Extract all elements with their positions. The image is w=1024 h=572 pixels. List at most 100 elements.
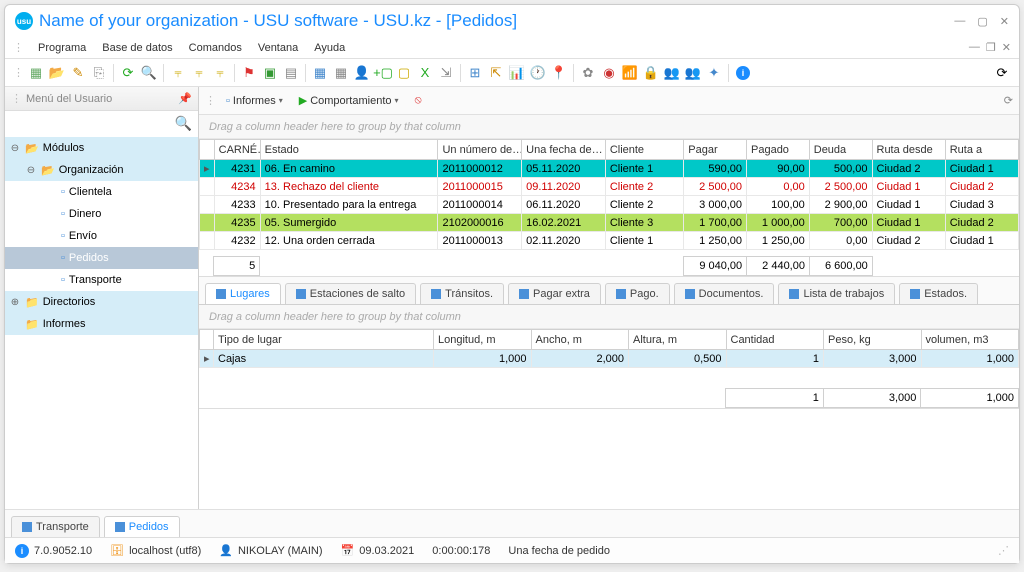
search-icon[interactable]: 🔍 (140, 64, 158, 82)
flag-icon[interactable]: ⚑ (240, 64, 258, 82)
collapse-icon[interactable]: ⟳ (1004, 94, 1013, 107)
collapse-icon[interactable]: ⟳ (993, 64, 1011, 82)
grid-row[interactable]: 423505. Sumergido210200001616.02.2021Cli… (200, 214, 1019, 232)
user-icon: 👤 (219, 544, 233, 557)
grid-icon[interactable]: ▦ (311, 64, 329, 82)
bottom-tab-transporte[interactable]: Transporte (11, 516, 100, 537)
export-icon[interactable]: ⇲ (437, 64, 455, 82)
comportamiento-button[interactable]: ▶Comportamiento▾ (293, 92, 405, 109)
status-host: localhost (utf8) (129, 545, 201, 557)
grid-row[interactable]: 423212. Una orden cerrada201100001302.11… (200, 232, 1019, 250)
wand-icon[interactable]: ✦ (705, 64, 723, 82)
tab-estados[interactable]: Estados. (899, 283, 978, 304)
status-user: NIKOLAY (MAIN) (238, 545, 323, 557)
nav-tree: ⊖📂Módulos ⊖📂Organización ▫Clientela ▫Din… (5, 135, 198, 509)
colors-icon[interactable]: ◉ (600, 64, 618, 82)
grid-row[interactable]: ▸423106. En camino201100001205.11.2020Cl… (200, 160, 1019, 178)
bottom-tab-pedidos[interactable]: Pedidos (104, 516, 180, 537)
gear-icon[interactable]: ✿ (579, 64, 597, 82)
tab-transitos[interactable]: Tránsitos. (420, 283, 504, 304)
status-version: 7.0.9052.10 (34, 545, 92, 557)
menu-comandos[interactable]: Comandos (183, 40, 248, 56)
open-icon[interactable]: 📂 (48, 64, 66, 82)
stop-button[interactable]: ⦸ (409, 92, 428, 109)
menubar: ⋮ Programa Base de datos Comandos Ventan… (5, 37, 1019, 59)
resize-grip-icon[interactable]: ⋰ (998, 544, 1009, 557)
info-icon: i (15, 544, 29, 558)
tree-clientela[interactable]: ▫Clientela (5, 181, 198, 203)
user-icon[interactable]: 👤 (353, 64, 371, 82)
tab-lista[interactable]: Lista de trabajos (778, 283, 895, 304)
tree-organizacion[interactable]: ⊖📂Organización (5, 159, 198, 181)
pin-icon[interactable]: 📌 (178, 92, 192, 105)
users2-icon[interactable]: 👥 (684, 64, 702, 82)
image-icon[interactable]: ▣ (261, 64, 279, 82)
status-field: Una fecha de pedido (508, 545, 610, 557)
group-panel[interactable]: Drag a column header here to group by th… (199, 115, 1019, 139)
grip-icon: ⋮ (13, 41, 24, 54)
pin-icon[interactable]: 📍 (550, 64, 568, 82)
tab-pagarextra[interactable]: Pagar extra (508, 283, 601, 304)
detail-grid[interactable]: Tipo de lugarLongitud, mAncho, mAltura, … (199, 329, 1019, 409)
mdi-close-icon[interactable]: ✕ (1002, 41, 1011, 54)
lock-icon[interactable]: 🔒 (642, 64, 660, 82)
grip-icon: ⋮ (13, 66, 24, 79)
mdi-minimize-icon[interactable]: — (969, 41, 980, 54)
orders-grid[interactable]: CARNÉ…EstadoUn número de…Una fecha de…Cl… (199, 139, 1019, 277)
tree-pedidos[interactable]: ▫Pedidos (5, 247, 198, 269)
minimize-icon[interactable]: — (954, 15, 965, 28)
status-date: 09.03.2021 (359, 545, 414, 557)
users-icon[interactable]: 👥 (663, 64, 681, 82)
new-icon[interactable]: ▦ (27, 64, 45, 82)
grid-row[interactable]: 423310. Presentado para la entrega201100… (200, 196, 1019, 214)
add-icon[interactable]: +▢ (374, 64, 392, 82)
tree-directorios[interactable]: ⊕📁Directorios (5, 291, 198, 313)
note-icon[interactable]: ▢ (395, 64, 413, 82)
filter3-icon[interactable]: ⫧ (211, 64, 229, 82)
filter2-icon[interactable]: ⫧ (190, 64, 208, 82)
copy-icon[interactable]: ⎘ (90, 64, 108, 82)
filter-icon[interactable]: ⫧ (169, 64, 187, 82)
window-icon[interactable]: ⊞ (466, 64, 484, 82)
grip-icon: ⋮ (205, 94, 216, 107)
link-icon[interactable]: ⇱ (487, 64, 505, 82)
tree-dinero[interactable]: ▫Dinero (5, 203, 198, 225)
main-toolbar: ⋮ ▦ 📂 ✎ ⎘ ⟳ 🔍 ⫧ ⫧ ⫧ ⚑ ▣ ▤ ▦ ▦ 👤 +▢ ▢ X ⇲… (5, 59, 1019, 87)
statusbar: i7.0.9052.10 🗄localhost (utf8) 👤NIKOLAY … (5, 537, 1019, 563)
chart-icon[interactable]: 📊 (508, 64, 526, 82)
mdi-restore-icon[interactable]: ❐ (986, 41, 996, 54)
refresh-icon[interactable]: ⟳ (119, 64, 137, 82)
tab-documentos[interactable]: Documentos. (674, 283, 775, 304)
close-icon[interactable]: ✕ (1000, 15, 1009, 28)
tab-lugares[interactable]: Lugares (205, 283, 281, 304)
detail-group-panel[interactable]: Drag a column header here to group by th… (199, 305, 1019, 329)
tab-estaciones[interactable]: Estaciones de salto (285, 283, 416, 304)
maximize-icon[interactable]: ▢ (977, 15, 987, 28)
sidebar-title: Menú del Usuario (26, 93, 112, 105)
tree-envio[interactable]: ▫Envío (5, 225, 198, 247)
grid-header[interactable]: CARNÉ…EstadoUn número de…Una fecha de…Cl… (200, 140, 1019, 160)
search-icon[interactable]: 🔍 (175, 115, 192, 132)
menu-programa[interactable]: Programa (32, 40, 92, 56)
menu-ayuda[interactable]: Ayuda (308, 40, 351, 56)
tree-informes[interactable]: 📁Informes (5, 313, 198, 335)
excel-icon[interactable]: X (416, 64, 434, 82)
edit-icon[interactable]: ✎ (69, 64, 87, 82)
rss-icon[interactable]: 📶 (621, 64, 639, 82)
informes-button[interactable]: ▫Informes▾ (220, 93, 289, 109)
grid2-icon[interactable]: ▦ (332, 64, 350, 82)
grid-row[interactable]: 423413. Rechazo del cliente201100001509.… (200, 178, 1019, 196)
tab-pago[interactable]: Pago. (605, 283, 670, 304)
detail-row[interactable]: ▸ Cajas 1,000 2,000 0,500 1 3,000 1,000 (200, 350, 1019, 368)
info-icon[interactable]: i (734, 64, 752, 82)
tree-modulos[interactable]: ⊖📂Módulos (5, 137, 198, 159)
grip-icon: ⋮ (11, 92, 22, 105)
grid-summary: 5 9 040,00 2 440,00 6 600,00 (199, 257, 1019, 276)
menu-basedatos[interactable]: Base de datos (96, 40, 178, 56)
calendar-icon: 📅 (341, 544, 355, 557)
menu-ventana[interactable]: Ventana (252, 40, 304, 56)
tree-transporte[interactable]: ▫Transporte (5, 269, 198, 291)
detail-grid-header[interactable]: Tipo de lugarLongitud, mAncho, mAltura, … (200, 330, 1019, 350)
view-icon[interactable]: ▤ (282, 64, 300, 82)
clock-icon[interactable]: 🕐 (529, 64, 547, 82)
